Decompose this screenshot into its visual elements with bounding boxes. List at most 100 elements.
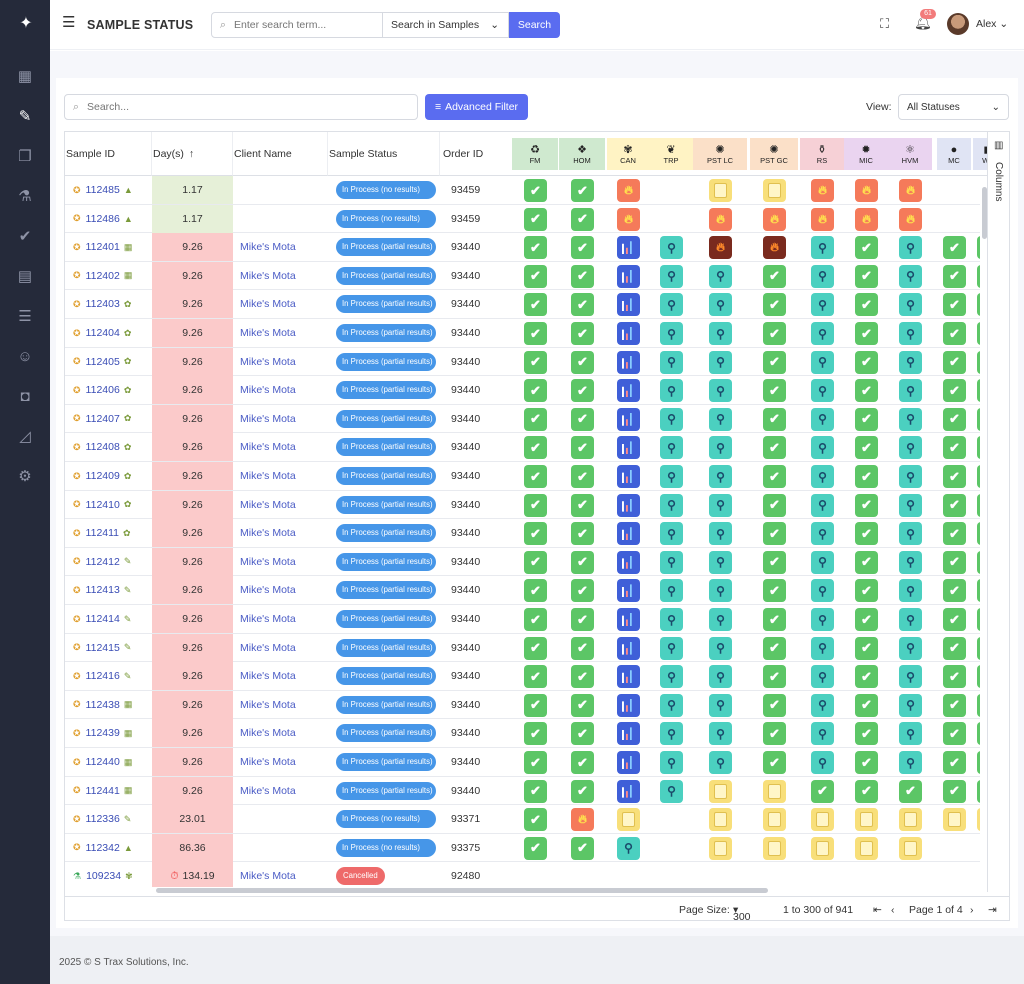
magnifier-icon[interactable]: ⚲	[811, 665, 834, 689]
check-icon[interactable]: ✔	[977, 693, 980, 717]
header-sample-id[interactable]: Sample ID	[65, 132, 152, 176]
fire-icon[interactable]: 🔥︎	[899, 179, 922, 202]
sample-id-link[interactable]: 112410	[85, 498, 120, 511]
client-name-cell[interactable]: Mike's Mota	[233, 748, 328, 776]
check-icon[interactable]: ✔	[571, 836, 594, 860]
sample-id-cell[interactable]: ✪ 112410 ✿	[65, 491, 152, 519]
table-row[interactable]: ✪ 112439 ▦ 9.26 Mike's Mota In Process (parti…	[65, 719, 980, 748]
magnifier-icon[interactable]: ⚲	[811, 636, 834, 660]
magnifier-icon[interactable]: ⚲	[660, 550, 683, 574]
client-name-link[interactable]: Mike's Mota	[240, 555, 296, 568]
check-icon[interactable]: ✔	[943, 465, 966, 488]
magnifier-icon[interactable]: ⚲	[660, 636, 683, 660]
bar-chart-icon[interactable]	[617, 236, 640, 260]
check-icon[interactable]: ✔	[943, 608, 966, 631]
magnifier-icon[interactable]: ⚲	[899, 608, 922, 631]
check-icon[interactable]: ✔	[943, 236, 966, 260]
check-icon[interactable]: ✔	[855, 407, 878, 431]
sample-id-link[interactable]: 112404	[85, 327, 120, 339]
check-icon[interactable]: ✔	[524, 636, 547, 660]
fire-icon[interactable]: 🔥︎	[811, 207, 834, 231]
magnifier-icon[interactable]: ⚲	[811, 722, 834, 746]
client-name-link[interactable]: Mike's Mota	[240, 584, 296, 597]
magnifier-icon[interactable]: ⚲	[660, 608, 683, 631]
client-name-cell[interactable]	[233, 805, 328, 833]
check-icon[interactable]: ✔	[571, 608, 594, 631]
sample-id-link[interactable]: 109234	[86, 870, 122, 883]
check-icon[interactable]: ✔	[763, 465, 786, 488]
magnifier-icon[interactable]: ⚲	[709, 264, 732, 288]
check-icon[interactable]: ✔	[943, 665, 966, 689]
check-icon[interactable]: ✔	[524, 608, 547, 631]
magnifier-icon[interactable]: ⚲	[899, 236, 922, 260]
bar-chart-icon[interactable]	[617, 322, 640, 345]
header-analyte-hom[interactable]: ❖ HOM	[559, 138, 605, 170]
report-icon[interactable]: ▤	[17, 268, 33, 285]
check-icon[interactable]: ✔	[524, 264, 547, 288]
sample-id-cell[interactable]: ✪ 112485 ▲	[65, 176, 152, 204]
sample-id-cell[interactable]: ✪ 112486 ▲	[65, 205, 152, 233]
check-icon[interactable]: ✔	[855, 665, 878, 689]
vertical-scrollbar[interactable]	[982, 187, 987, 239]
sample-id-cell[interactable]: ✪ 112415 ✎	[65, 634, 152, 662]
document-icon[interactable]	[763, 179, 786, 202]
check-icon[interactable]: ✔	[571, 779, 594, 803]
magnifier-icon[interactable]: ⚲	[899, 751, 922, 774]
bar-chart-icon[interactable]	[617, 779, 640, 803]
client-name-cell[interactable]: Mike's Mota	[233, 605, 328, 633]
magnifier-icon[interactable]: ⚲	[811, 436, 834, 460]
sample-id-cell[interactable]: ✪ 112411 ✿	[65, 519, 152, 547]
sample-id-link[interactable]: 112409	[85, 470, 120, 482]
global-search-input[interactable]	[234, 19, 379, 31]
check-icon[interactable]: ✔	[524, 579, 547, 603]
dashboard-icon[interactable]: ▦	[17, 68, 33, 85]
check-icon[interactable]: ✔	[763, 751, 786, 774]
check-icon[interactable]: ✔	[571, 436, 594, 460]
check-icon[interactable]: ✔	[524, 236, 547, 260]
camera-icon[interactable]: ◘	[20, 387, 30, 405]
check-icon[interactable]: ✔	[763, 322, 786, 345]
check-icon[interactable]: ✔	[855, 236, 878, 260]
magnifier-icon[interactable]: ⚲	[660, 293, 683, 317]
sample-id-link[interactable]: 112403	[85, 298, 120, 311]
check-icon[interactable]: ✔	[571, 236, 594, 260]
table-row[interactable]: ✪ 112401 ▦ 9.26 Mike's Mota In Process (parti…	[65, 233, 980, 262]
client-name-link[interactable]: Mike's Mota	[240, 498, 296, 511]
client-name-cell[interactable]: Mike's Mota	[233, 290, 328, 318]
sample-id-cell[interactable]: ✪ 112404 ✿	[65, 319, 152, 347]
client-name-link[interactable]: Mike's Mota	[240, 298, 296, 311]
check-icon[interactable]: ✔	[855, 550, 878, 574]
magnifier-icon[interactable]: ⚲	[617, 836, 640, 860]
document-icon[interactable]	[899, 836, 922, 860]
sample-id-link[interactable]: 112402	[85, 269, 120, 282]
magnifier-icon[interactable]: ⚲	[899, 693, 922, 717]
bar-chart-icon[interactable]	[617, 751, 640, 774]
fire-icon[interactable]: 🔥︎	[811, 179, 834, 202]
client-name-link[interactable]: Mike's Mota	[240, 269, 296, 282]
magnifier-icon[interactable]: ⚲	[660, 322, 683, 345]
table-row[interactable]: ✪ 112438 ▦ 9.26 Mike's Mota In Process (parti…	[65, 690, 980, 720]
client-name-cell[interactable]: Mike's Mota	[233, 576, 328, 604]
magnifier-icon[interactable]: ⚲	[811, 322, 834, 345]
magnifier-icon[interactable]: ⚲	[709, 751, 732, 774]
check-icon[interactable]: ✔	[571, 751, 594, 774]
fire-icon[interactable]: 🔥︎	[617, 179, 640, 202]
check-icon[interactable]: ✔	[977, 322, 980, 345]
magnifier-icon[interactable]: ⚲	[811, 608, 834, 631]
client-name-link[interactable]: Mike's Mota	[240, 241, 296, 254]
check-icon[interactable]: ✔	[763, 379, 786, 403]
table-row[interactable]: ✪ 112486 ▲ 1.17 In Process (no results) 93459…	[65, 204, 980, 234]
client-name-cell[interactable]: Mike's Mota	[233, 634, 328, 662]
sample-id-link[interactable]: 112401	[85, 241, 120, 254]
check-icon[interactable]: ✔	[855, 751, 878, 774]
bar-chart-icon[interactable]	[617, 379, 640, 403]
sample-id-cell[interactable]: ✪ 112440 ▦	[65, 748, 152, 776]
magnifier-icon[interactable]: ⚲	[899, 550, 922, 574]
document-icon[interactable]	[709, 808, 732, 832]
bar-chart-icon[interactable]	[617, 636, 640, 660]
check-icon[interactable]: ✔	[855, 379, 878, 403]
check-icon[interactable]: ✔	[763, 665, 786, 689]
sample-id-cell[interactable]: ✪ 112336 ✎	[65, 805, 152, 833]
client-name-cell[interactable]	[233, 834, 328, 862]
magnifier-icon[interactable]: ⚲	[899, 636, 922, 660]
